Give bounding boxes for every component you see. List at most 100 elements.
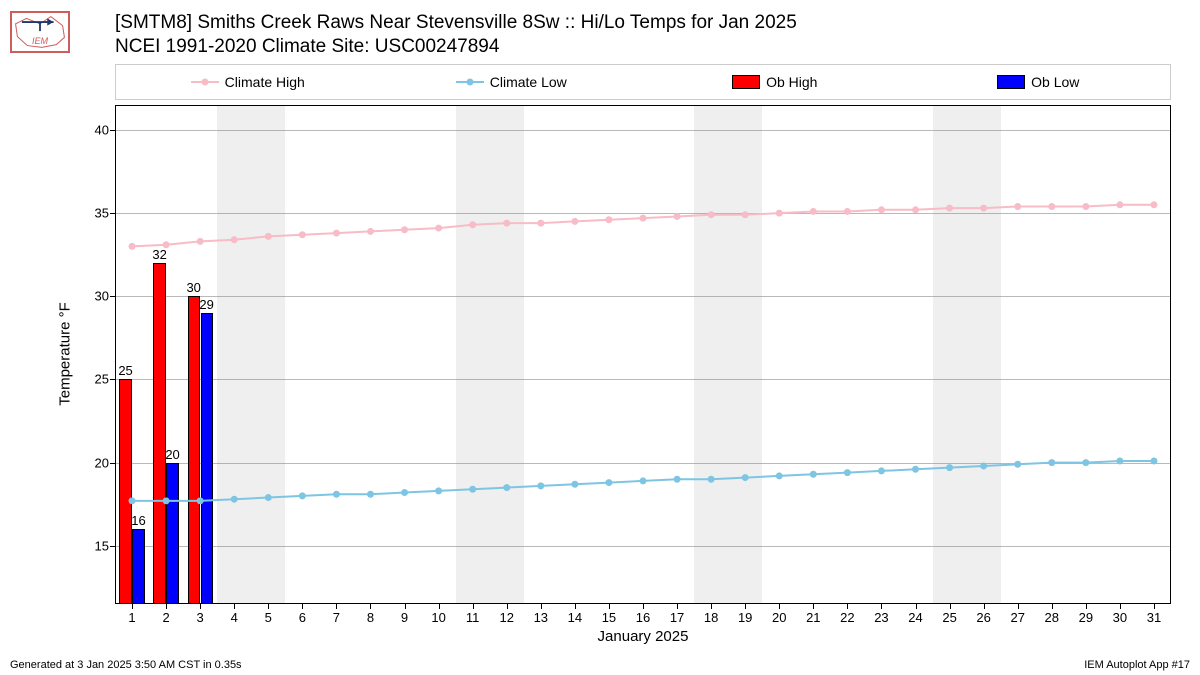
legend-label: Ob Low — [1031, 74, 1079, 90]
x-tick — [643, 604, 644, 609]
x-tick — [916, 604, 917, 609]
x-tick — [473, 604, 474, 609]
x-tick-label: 4 — [231, 610, 238, 625]
svg-text:IEM: IEM — [32, 36, 49, 46]
y-tick — [110, 546, 115, 547]
y-tick — [110, 379, 115, 380]
ob-high-bar-label: 32 — [152, 247, 166, 262]
x-tick-label: 24 — [908, 610, 922, 625]
x-tick-label: 30 — [1113, 610, 1127, 625]
y-tick — [110, 213, 115, 214]
y-tick — [110, 463, 115, 464]
y-tick-label: 35 — [95, 206, 109, 221]
x-tick-label: 21 — [806, 610, 820, 625]
x-tick-label: 7 — [333, 610, 340, 625]
axes-border — [115, 105, 1171, 604]
legend: Climate High Climate Low Ob High Ob Low — [115, 64, 1171, 100]
x-tick — [1120, 604, 1121, 609]
iem-logo: IEM — [10, 11, 70, 53]
y-tick — [110, 130, 115, 131]
legend-label: Climate High — [225, 74, 305, 90]
legend-item: Ob Low — [907, 74, 1171, 90]
x-tick-label: 31 — [1147, 610, 1161, 625]
title-line-2: NCEI 1991-2020 Climate Site: USC00247894 — [115, 35, 797, 59]
plot-area: 1520253035401234567891011121314151617181… — [115, 105, 1171, 604]
x-tick-label: 11 — [466, 610, 480, 625]
footer-app: IEM Autoplot App #17 — [1084, 659, 1190, 671]
x-tick — [166, 604, 167, 609]
x-tick — [507, 604, 508, 609]
y-tick-label: 15 — [95, 538, 109, 553]
x-tick-label: 27 — [1010, 610, 1024, 625]
x-tick-label: 15 — [602, 610, 616, 625]
legend-bar-sample — [997, 75, 1025, 89]
x-tick — [711, 604, 712, 609]
x-tick-label: 3 — [197, 610, 204, 625]
x-tick — [1086, 604, 1087, 609]
x-tick — [1018, 604, 1019, 609]
legend-line-sample — [191, 81, 219, 83]
x-tick — [541, 604, 542, 609]
ob-low-bar-label: 20 — [165, 447, 179, 462]
legend-line-sample — [456, 81, 484, 83]
x-tick — [439, 604, 440, 609]
x-tick — [405, 604, 406, 609]
legend-label: Ob High — [766, 74, 817, 90]
x-tick — [847, 604, 848, 609]
ob-high-bar-label: 25 — [118, 363, 132, 378]
x-tick — [779, 604, 780, 609]
x-tick — [575, 604, 576, 609]
y-tick-label: 40 — [95, 122, 109, 137]
y-tick-label: 25 — [95, 372, 109, 387]
ob-low-bar-label: 16 — [131, 513, 145, 528]
x-tick — [813, 604, 814, 609]
x-tick-label: 23 — [874, 610, 888, 625]
footer-generated: Generated at 3 Jan 2025 3:50 AM CST in 0… — [10, 659, 242, 671]
x-tick-label: 6 — [299, 610, 306, 625]
legend-label: Climate Low — [490, 74, 567, 90]
x-tick — [302, 604, 303, 609]
x-tick — [234, 604, 235, 609]
x-tick — [370, 604, 371, 609]
x-tick-label: 26 — [976, 610, 990, 625]
x-tick — [745, 604, 746, 609]
x-tick — [950, 604, 951, 609]
x-tick — [268, 604, 269, 609]
legend-item: Climate High — [116, 74, 380, 90]
x-tick-label: 25 — [942, 610, 956, 625]
x-tick-label: 22 — [840, 610, 854, 625]
legend-item: Climate Low — [380, 74, 644, 90]
x-tick — [132, 604, 133, 609]
x-tick — [336, 604, 337, 609]
x-tick-label: 28 — [1045, 610, 1059, 625]
x-tick-label: 10 — [431, 610, 445, 625]
y-tick-label: 30 — [95, 289, 109, 304]
x-tick — [677, 604, 678, 609]
y-tick-label: 20 — [95, 455, 109, 470]
x-tick-label: 1 — [128, 610, 135, 625]
x-tick-label: 19 — [738, 610, 752, 625]
x-tick-label: 17 — [670, 610, 684, 625]
x-axis-title: January 2025 — [598, 628, 689, 645]
x-tick — [984, 604, 985, 609]
x-tick — [1154, 604, 1155, 609]
x-tick-label: 20 — [772, 610, 786, 625]
legend-bar-sample — [732, 75, 760, 89]
x-tick-label: 8 — [367, 610, 374, 625]
x-tick-label: 18 — [704, 610, 718, 625]
x-tick-label: 9 — [401, 610, 408, 625]
x-tick-label: 5 — [265, 610, 272, 625]
x-tick-label: 13 — [534, 610, 548, 625]
ob-high-bar-label: 30 — [186, 280, 200, 295]
x-tick-label: 16 — [636, 610, 650, 625]
x-tick — [881, 604, 882, 609]
y-axis-title: Temperature °F — [57, 302, 74, 406]
x-tick-label: 29 — [1079, 610, 1093, 625]
chart-title: [SMTM8] Smiths Creek Raws Near Stevensvi… — [115, 11, 797, 59]
legend-item: Ob High — [643, 74, 907, 90]
x-tick — [1052, 604, 1053, 609]
x-tick-label: 2 — [162, 610, 169, 625]
ob-low-bar-label: 29 — [199, 297, 213, 312]
title-line-1: [SMTM8] Smiths Creek Raws Near Stevensvi… — [115, 11, 797, 35]
x-tick — [609, 604, 610, 609]
